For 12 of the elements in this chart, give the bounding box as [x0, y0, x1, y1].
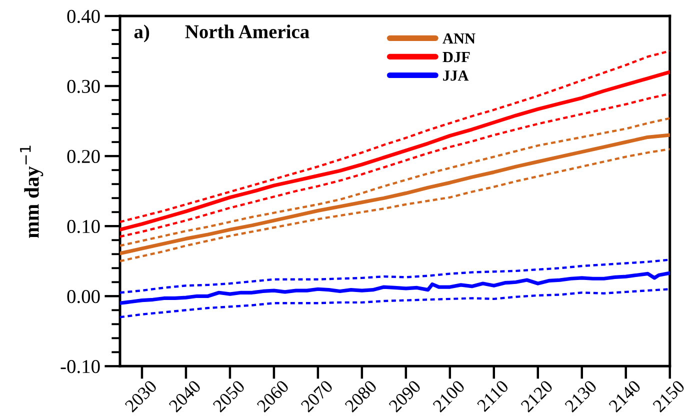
y-tick-label: -0.10: [60, 360, 100, 374]
y-tick-label: 0.40: [67, 10, 100, 24]
legend-label: JJA: [443, 70, 469, 81]
y-tick-label: 0.30: [67, 80, 100, 94]
chart-title: North America: [185, 24, 310, 38]
y-tick-label: 0.10: [67, 220, 100, 234]
y-tick-label: 0.00: [67, 290, 100, 304]
y-tick-label: 0.20: [67, 150, 100, 164]
annotation: a): [134, 24, 150, 42]
legend-label: DJF: [442, 52, 470, 62]
y-axis-title: mm day$^{−1}$: [20, 146, 44, 238]
legend-label: ANN: [442, 33, 476, 44]
